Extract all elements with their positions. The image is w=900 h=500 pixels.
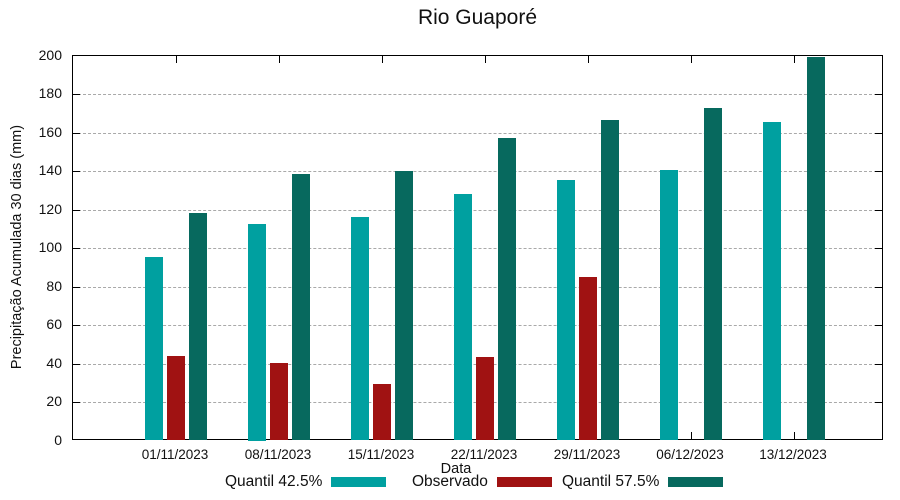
y-tick-mark (875, 248, 882, 250)
y-tick-mark (875, 132, 882, 134)
y-tick-label: 20 (46, 393, 62, 410)
bar-observado (476, 356, 494, 441)
x-tick-mark (691, 56, 692, 63)
y-tick-mark (875, 94, 882, 96)
legend-item: Quantil 57.5% (562, 473, 724, 491)
y-tick-mark (875, 363, 882, 365)
y-tick-mark (73, 132, 80, 134)
y-tick-label: 140 (38, 162, 62, 179)
x-tick-mark (279, 56, 280, 63)
x-tick-label: 13/12/2023 (759, 447, 827, 462)
x-tick-mark (588, 56, 589, 63)
bar-observado (167, 355, 185, 441)
y-tick-mark (73, 402, 80, 404)
legend-label: Quantil 42.5% (225, 473, 323, 490)
legend-label: Quantil 57.5% (562, 473, 660, 490)
gridline (73, 286, 882, 288)
y-tick-label: 60 (46, 316, 62, 333)
y-tick-label: 80 (46, 277, 62, 294)
bar-quantil-42-5 (454, 194, 472, 441)
plot-area (72, 55, 883, 441)
x-tick-label: 22/11/2023 (450, 447, 518, 462)
x-axis-label: Data (440, 461, 472, 477)
x-tick-mark (691, 431, 692, 439)
x-tick-mark (176, 56, 177, 63)
x-tick-mark (485, 56, 486, 63)
bar-quantil-57-5 (292, 174, 310, 441)
legend-label: Observado (412, 473, 488, 490)
gridline (73, 248, 882, 250)
y-tick-mark (875, 209, 882, 211)
y-tick-mark (875, 286, 882, 288)
bar-quantil-42-5 (145, 256, 163, 441)
x-tick-mark (794, 56, 795, 63)
bar-quantil-57-5 (807, 56, 825, 441)
y-tick-label: 180 (38, 85, 62, 102)
x-tick-label: 08/11/2023 (244, 447, 312, 462)
x-tick-mark (794, 431, 795, 439)
bar-quantil-57-5 (189, 212, 207, 441)
y-tick-mark (73, 325, 80, 327)
legend-item: Observado (412, 473, 552, 491)
bar-quantil-42-5 (660, 170, 678, 441)
y-tick-mark (73, 248, 80, 250)
bar-quantil-57-5 (498, 137, 516, 441)
y-tick-mark (73, 286, 80, 288)
gridline (73, 209, 882, 211)
y-tick-label: 200 (38, 47, 62, 63)
legend-swatch-quantil-42-icon (331, 477, 387, 487)
bar-quantil-42-5 (351, 217, 369, 441)
bar-quantil-42-5 (248, 224, 266, 441)
bar-observado (579, 277, 597, 441)
y-tick-mark (875, 402, 882, 404)
y-tick-label: 100 (38, 239, 62, 256)
y-tick-label: 120 (38, 200, 62, 217)
chart-title: Rio Guaporé (417, 6, 538, 29)
x-tick-label: 29/11/2023 (553, 447, 621, 462)
bar-observado (373, 383, 391, 441)
bar-quantil-57-5 (395, 171, 413, 441)
y-tick-mark (875, 325, 882, 327)
y-tick-mark (73, 209, 80, 211)
y-tick-mark (875, 171, 882, 173)
gridline (73, 132, 882, 134)
x-tick-mark (382, 56, 383, 63)
bar-quantil-42-5 (557, 180, 575, 441)
gridline (73, 94, 882, 96)
y-tick-mark (73, 94, 80, 96)
legend-swatch-quantil-57-icon (668, 477, 724, 487)
y-tick-label: 40 (46, 354, 62, 371)
bar-quantil-57-5 (704, 107, 722, 441)
bar-quantil-42-5 (763, 122, 781, 441)
bar-observado (270, 362, 288, 441)
gridline (73, 325, 882, 327)
legend-item: Quantil 42.5% (225, 473, 387, 491)
gridline (73, 171, 882, 173)
x-tick-label: 01/11/2023 (141, 447, 209, 462)
y-tick-label: 0 (54, 431, 62, 448)
bar-quantil-57-5 (601, 120, 619, 441)
legend-swatch-observado-icon (496, 477, 552, 487)
x-tick-label: 06/12/2023 (656, 447, 724, 462)
y-tick-mark (73, 171, 80, 173)
y-tick-label: 160 (38, 123, 62, 140)
x-tick-label: 15/11/2023 (347, 447, 415, 462)
y-tick-mark (73, 363, 80, 365)
